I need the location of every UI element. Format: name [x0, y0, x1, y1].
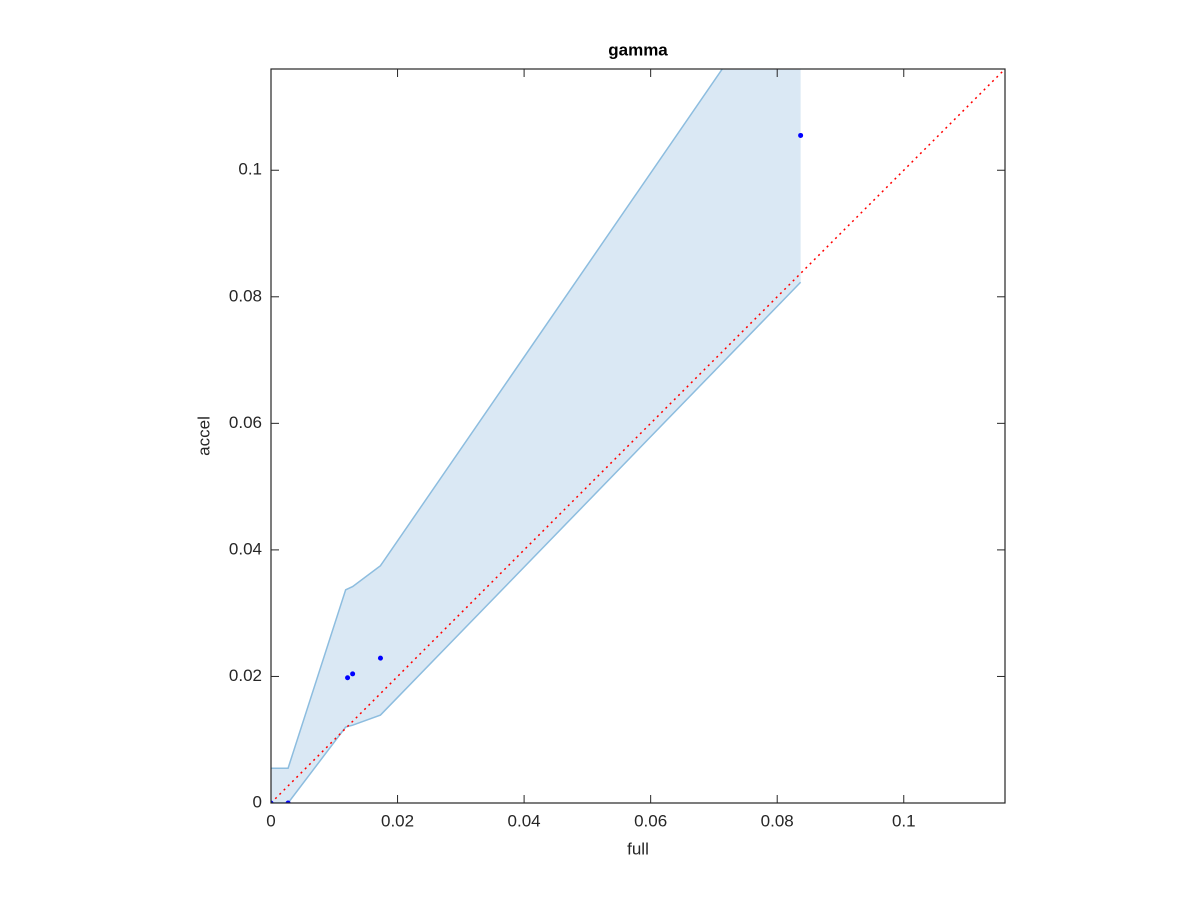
plot-area: [271, 69, 1005, 803]
y-tick-label: 0.02: [229, 666, 262, 685]
x-tick-label: 0.06: [634, 811, 667, 830]
y-tick-label: 0: [253, 792, 262, 811]
x-axis-label: full: [627, 839, 649, 858]
y-tick-label: 0.08: [229, 286, 262, 305]
data-point: [271, 800, 274, 803]
data-point: [350, 671, 356, 677]
reference-line: [271, 69, 1005, 803]
band-area: [271, 69, 801, 803]
data-point: [285, 800, 291, 803]
y-axis-label: accel: [194, 416, 213, 456]
data-point: [798, 132, 804, 138]
axes-box: [270, 68, 1006, 804]
chart-title: gamma: [608, 40, 668, 59]
band-lower-edge: [271, 281, 802, 803]
band-upper-edge: [271, 69, 724, 769]
x-tick-label: 0.04: [508, 811, 541, 830]
y-tick-label: 0.04: [229, 539, 262, 558]
x-tick-label: 0.1: [892, 811, 916, 830]
x-tick-label: 0.02: [381, 811, 414, 830]
y-tick-label: 0.1: [238, 160, 262, 179]
data-point: [377, 655, 383, 661]
data-point: [345, 675, 351, 681]
x-tick-label: 0: [266, 811, 275, 830]
x-tick-label: 0.08: [761, 811, 794, 830]
y-tick-label: 0.06: [229, 413, 262, 432]
